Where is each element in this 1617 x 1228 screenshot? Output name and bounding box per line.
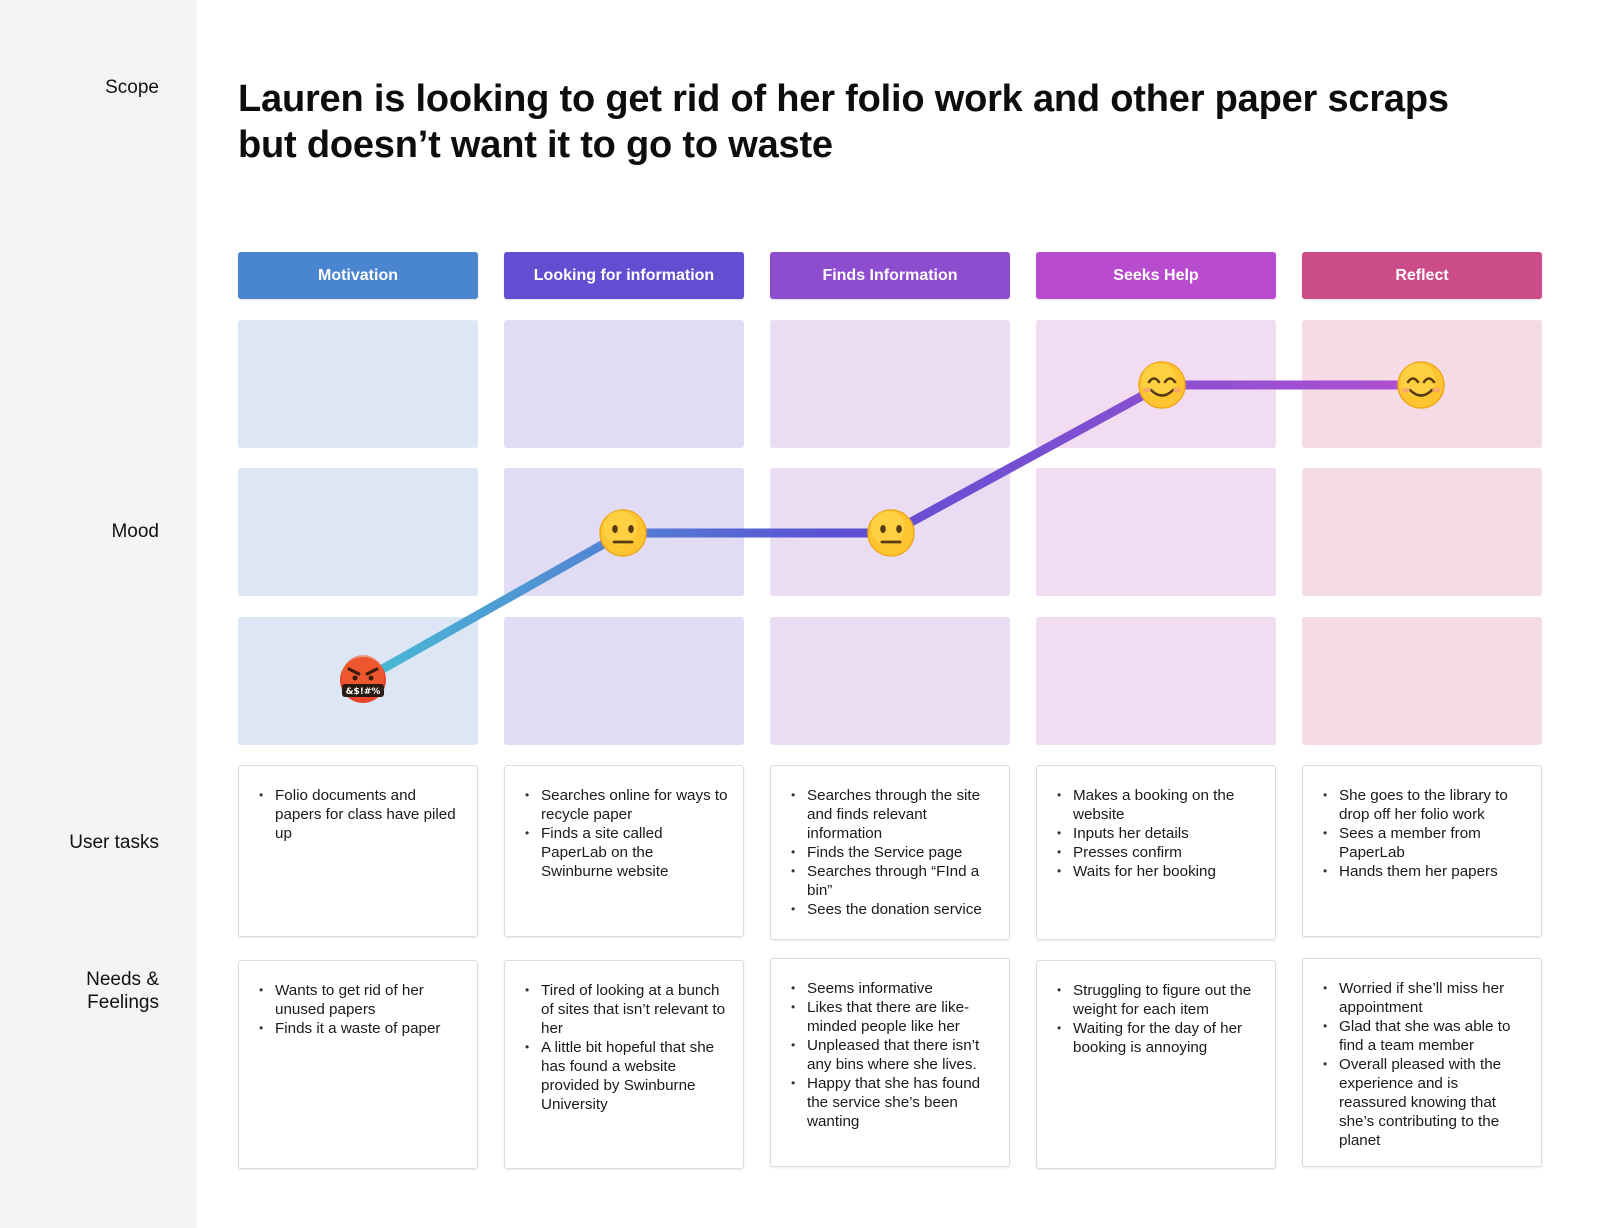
needs-label-line1: Needs &	[86, 969, 159, 990]
user-tasks-list: Searches online for ways to recycle pape…	[523, 786, 729, 881]
needs-feelings-list: Wants to get rid of her unused papersFin…	[257, 981, 463, 1038]
user-task-item: Searches through the site and finds rele…	[789, 786, 995, 843]
mood-cell	[1302, 320, 1542, 448]
needs-feelings-item: Tired of looking at a bunch of sites tha…	[523, 981, 729, 1038]
user-task-item: Inputs her details	[1055, 824, 1261, 843]
needs-feelings-item: Finds it a waste of paper	[257, 1019, 463, 1038]
user-tasks-list: She goes to the library to drop off her …	[1321, 786, 1527, 881]
needs-feelings-card: Seems informativeLikes that there are li…	[770, 958, 1010, 1167]
mood-cell	[504, 468, 744, 596]
stage-header-1: Motivation	[238, 252, 478, 299]
needs-feelings-item: Likes that there are like-minded people …	[789, 998, 995, 1036]
user-tasks-label: User tasks	[69, 832, 159, 853]
stage-header-5: Reflect	[1302, 252, 1542, 299]
needs-feelings-item: Happy that she has found the service she…	[789, 1074, 995, 1131]
mood-cell	[770, 320, 1010, 448]
mood-cell	[1302, 468, 1542, 596]
scope-label: Scope	[105, 77, 159, 98]
user-tasks-list: Folio documents and papers for class hav…	[257, 786, 463, 843]
needs-feelings-list: Worried if she’ll miss her appointmentGl…	[1321, 979, 1527, 1150]
mood-cell	[238, 320, 478, 448]
user-task-item: Hands them her papers	[1321, 862, 1527, 881]
mood-cell	[1036, 468, 1276, 596]
user-tasks-card: She goes to the library to drop off her …	[1302, 765, 1542, 937]
needs-feelings-card: Worried if she’ll miss her appointmentGl…	[1302, 958, 1542, 1167]
mood-cell	[1302, 617, 1542, 745]
user-task-item: Folio documents and papers for class hav…	[257, 786, 463, 843]
mood-cell	[770, 617, 1010, 745]
needs-feelings-list: Seems informativeLikes that there are li…	[789, 979, 995, 1131]
needs-feelings-item: Struggling to figure out the weight for …	[1055, 981, 1261, 1019]
title-line1: Lauren is looking to get rid of her foli…	[238, 78, 1449, 120]
mood-cell	[504, 320, 744, 448]
mood-cell	[1036, 617, 1276, 745]
mood-cell	[238, 617, 478, 745]
user-task-item: Finds the Service page	[789, 843, 995, 862]
user-task-item: Searches online for ways to recycle pape…	[523, 786, 729, 824]
mood-label: Mood	[111, 521, 159, 542]
user-task-item: Sees a member from PaperLab	[1321, 824, 1527, 862]
user-task-item: She goes to the library to drop off her …	[1321, 786, 1527, 824]
stage-header-4: Seeks Help	[1036, 252, 1276, 299]
needs-feelings-item: A little bit hopeful that she has found …	[523, 1038, 729, 1114]
user-tasks-card: Searches through the site and finds rele…	[770, 765, 1010, 940]
needs-label-line2: Feelings	[87, 992, 159, 1013]
user-tasks-list: Searches through the site and finds rele…	[789, 786, 995, 919]
mood-cell	[238, 468, 478, 596]
needs-feelings-item: Wants to get rid of her unused papers	[257, 981, 463, 1019]
needs-feelings-item: Seems informative	[789, 979, 995, 998]
needs-feelings-label: Needs & Feelings	[0, 968, 197, 1014]
user-tasks-card: Searches online for ways to recycle pape…	[504, 765, 744, 937]
user-tasks-list: Makes a booking on the websiteInputs her…	[1055, 786, 1261, 881]
needs-feelings-list: Tired of looking at a bunch of sites tha…	[523, 981, 729, 1114]
needs-feelings-item: Waiting for the day of her booking is an…	[1055, 1019, 1261, 1057]
needs-feelings-card: Wants to get rid of her unused papersFin…	[238, 960, 478, 1169]
user-tasks-card: Makes a booking on the websiteInputs her…	[1036, 765, 1276, 940]
needs-feelings-item: Overall pleased with the experience and …	[1321, 1055, 1527, 1150]
stage-header-2: Looking for information	[504, 252, 744, 299]
mood-cell	[1036, 320, 1276, 448]
user-task-item: Makes a booking on the website	[1055, 786, 1261, 824]
needs-feelings-card: Tired of looking at a bunch of sites tha…	[504, 960, 744, 1169]
user-task-item: Sees the donation service	[789, 900, 995, 919]
user-tasks-card: Folio documents and papers for class hav…	[238, 765, 478, 937]
page-title: Lauren is looking to get rid of her foli…	[238, 76, 1538, 168]
needs-feelings-card: Struggling to figure out the weight for …	[1036, 960, 1276, 1169]
user-task-item: Presses confirm	[1055, 843, 1261, 862]
sidebar: Scope Mood User tasks Needs & Feelings	[0, 0, 197, 1228]
user-task-item: Waits for her booking	[1055, 862, 1261, 881]
needs-feelings-item: Glad that she was able to find a team me…	[1321, 1017, 1527, 1055]
needs-feelings-item: Unpleased that there isn’t any bins wher…	[789, 1036, 995, 1074]
needs-feelings-list: Struggling to figure out the weight for …	[1055, 981, 1261, 1057]
stage-header-3: Finds Information	[770, 252, 1010, 299]
user-task-item: Finds a site called PaperLab on the Swin…	[523, 824, 729, 881]
title-line2: but doesn’t want it to go to waste	[238, 124, 833, 166]
mood-cell	[504, 617, 744, 745]
mood-cell	[770, 468, 1010, 596]
needs-feelings-item: Worried if she’ll miss her appointment	[1321, 979, 1527, 1017]
user-task-item: Searches through “FInd a bin”	[789, 862, 995, 900]
